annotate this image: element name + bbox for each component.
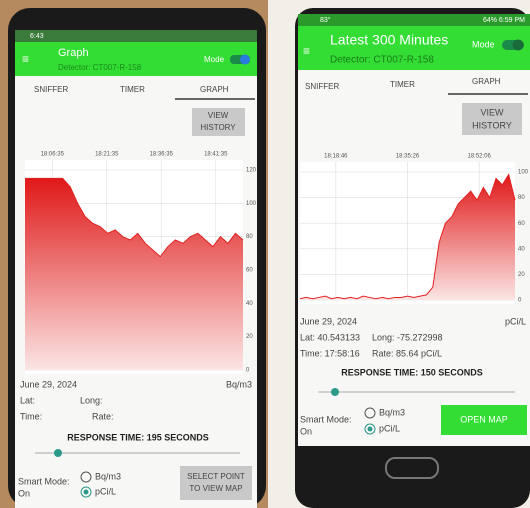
y-tick-label: 120 <box>246 168 257 174</box>
y-tick-label: 80 <box>518 195 525 201</box>
menu-icon[interactable]: ≡ <box>303 44 310 58</box>
radio[interactable] <box>364 423 376 435</box>
app-header <box>15 42 257 76</box>
response-time: RESPONSE TIME: 150 SECONDS <box>341 367 483 377</box>
lat: Lat: <box>20 395 35 405</box>
button-label: SELECT POINT <box>187 472 245 481</box>
x-tick-label: 18:18:46 <box>324 154 348 160</box>
lat: Lat: 40.543133 <box>300 332 360 342</box>
response-time: RESPONSE TIME: 195 SECONDS <box>67 432 209 442</box>
button-label: HISTORY <box>200 123 236 132</box>
unit: pCi/L <box>505 316 526 326</box>
x-tick-label: 18:52:06 <box>467 154 491 160</box>
graph-area <box>25 178 243 370</box>
detector: Detector: CT007-R-158 <box>330 55 434 66</box>
status-left: 83° <box>320 16 331 24</box>
tab[interactable]: SNIFFER <box>305 82 339 91</box>
tab[interactable]: GRAPH <box>472 77 501 86</box>
smart-mode: Smart Mode: <box>18 476 70 486</box>
time: Time: 17:58:16 <box>300 348 360 358</box>
date: June 29, 2024 <box>300 316 357 326</box>
rate: Rate: 85.64 pCi/L <box>372 348 442 358</box>
tab-indicator <box>448 93 528 95</box>
status-bar <box>15 30 257 42</box>
slider-thumb[interactable] <box>54 449 62 457</box>
graph-area <box>300 174 515 300</box>
x-tick-label: 18:41:35 <box>204 152 228 158</box>
unit: Bq/m3 <box>226 379 252 389</box>
status-right: 64% 6:59 PM <box>483 17 525 24</box>
graph-line <box>299 173 516 300</box>
y-tick-label: 20 <box>246 334 253 340</box>
radio-label: Bq/m3 <box>95 471 121 481</box>
smart-mode: On <box>300 426 312 436</box>
radio[interactable] <box>364 407 376 419</box>
tab[interactable]: GRAPH <box>200 85 229 94</box>
y-tick-label: 100 <box>246 201 257 207</box>
header-title: Latest 300 Minutes <box>330 32 448 48</box>
smart-mode: On <box>18 488 30 498</box>
select-point-button[interactable] <box>180 466 252 500</box>
toggle-knob <box>240 54 250 65</box>
radio-dot <box>367 426 373 432</box>
mode-label: Mode <box>472 39 495 49</box>
y-tick-label: 0 <box>518 298 522 304</box>
header-title: Graph <box>58 47 89 59</box>
long: Long: -75.272998 <box>372 332 443 342</box>
y-tick-label: 40 <box>518 246 525 252</box>
radio-dot <box>83 489 89 495</box>
status-bar <box>298 14 530 26</box>
home-button[interactable] <box>385 457 439 479</box>
tab[interactable]: TIMER <box>390 80 415 89</box>
radio-label: pCi/L <box>95 486 116 496</box>
button-label: VIEW <box>480 107 504 117</box>
tab[interactable]: TIMER <box>120 85 145 94</box>
radio-label: Bq/m3 <box>379 407 405 417</box>
view-history-button[interactable] <box>462 103 522 135</box>
toggle-knob <box>512 39 524 51</box>
button-label: OPEN MAP <box>460 414 508 424</box>
y-tick-label: 40 <box>246 301 253 307</box>
x-tick-label: 18:21:35 <box>95 152 119 158</box>
view-history-button[interactable] <box>192 108 245 136</box>
graph-line <box>25 177 244 258</box>
mode-label: Mode <box>204 55 225 64</box>
y-tick-label: 0 <box>246 368 250 374</box>
menu-icon[interactable]: ≡ <box>22 52 29 66</box>
status-time: 6:43 <box>30 33 44 40</box>
radio-label: pCi/L <box>379 423 400 433</box>
x-tick-label: 18:06:35 <box>41 152 65 158</box>
date: June 29, 2024 <box>20 379 77 389</box>
x-tick-label: 18:35:26 <box>396 154 420 160</box>
button-label: HISTORY <box>472 120 512 130</box>
button-label: TO VIEW MAP <box>189 484 242 493</box>
time: Time: <box>20 411 42 421</box>
tab[interactable]: SNIFFER <box>34 85 68 94</box>
y-tick-label: 80 <box>246 234 253 240</box>
tab-indicator <box>175 98 255 100</box>
open-map-button[interactable] <box>441 405 527 435</box>
y-tick-label: 100 <box>518 170 529 176</box>
slider-thumb[interactable] <box>331 388 339 396</box>
button-label: VIEW <box>208 111 229 120</box>
rate: Rate: <box>92 411 114 421</box>
y-tick-label: 60 <box>246 268 253 274</box>
long: Long: <box>80 395 103 405</box>
x-tick-label: 18:36:35 <box>150 152 174 158</box>
detector: Detector: CT007-R-158 <box>58 63 142 72</box>
radio[interactable] <box>80 486 92 498</box>
smart-mode: Smart Mode: <box>300 414 352 424</box>
radio[interactable] <box>80 471 92 483</box>
y-tick-label: 20 <box>518 272 525 278</box>
y-tick-label: 60 <box>518 221 525 227</box>
